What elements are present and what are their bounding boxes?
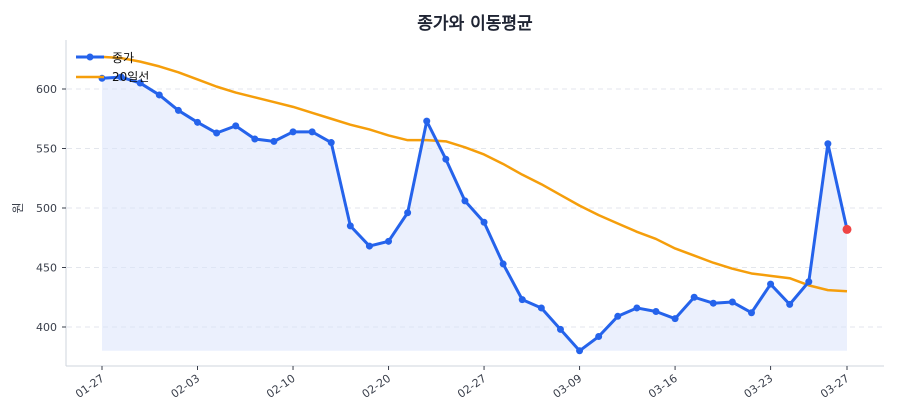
data-point-marker (251, 135, 259, 143)
ma20-line (101, 55, 848, 293)
data-point-marker (213, 129, 221, 137)
data-point-marker (404, 209, 412, 217)
series (98, 55, 852, 355)
data-point-marker (805, 278, 813, 286)
data-point-marker (327, 139, 335, 147)
data-point-marker (289, 128, 297, 136)
legend-label-ma20: 20일선 (112, 70, 149, 84)
x-tick-label: 03-27 (818, 372, 852, 401)
x-tick-label: 01-27 (73, 372, 107, 401)
data-point-marker (155, 91, 163, 99)
legend-item-ma20: 20일선 (76, 70, 149, 84)
y-tick-label: 500 (36, 202, 57, 215)
data-point-marker (595, 333, 603, 341)
y-tick-label: 450 (36, 262, 57, 275)
y-tick-label: 550 (36, 143, 57, 156)
last-point-marker (842, 224, 852, 234)
data-point-marker (385, 237, 393, 245)
x-tick-label: 02-20 (360, 372, 394, 401)
close-area-fill (102, 77, 847, 351)
legend-label-close: 종가 (112, 51, 134, 65)
data-point-marker (308, 128, 316, 136)
data-point-marker (117, 73, 125, 81)
data-point-marker (709, 299, 717, 307)
data-point-marker (652, 308, 660, 316)
y-tick-label: 400 (36, 321, 57, 334)
data-point-marker (442, 155, 450, 163)
data-point-marker (346, 222, 354, 230)
axes (65, 40, 884, 367)
data-point-marker (633, 304, 641, 312)
y-tick-label: 600 (36, 83, 57, 96)
data-point-marker (576, 347, 584, 355)
y-ticks: 400 450 500 550 600 (36, 83, 66, 334)
data-point-marker (499, 260, 507, 268)
data-point-marker (174, 106, 182, 114)
x-ticks: 01-27 02-03 02-10 02-20 02-27 03-09 03-16 03-23… (73, 366, 852, 401)
y-axis-label: 원 (11, 202, 25, 213)
data-point-marker (614, 312, 622, 320)
data-point-marker (518, 296, 526, 304)
data-point-marker (671, 315, 679, 323)
data-point-marker (194, 118, 202, 126)
data-point-marker (728, 298, 736, 306)
data-point-marker (824, 140, 832, 148)
data-point-marker (556, 325, 564, 333)
chart-title: 종가와 이동평균 (417, 14, 533, 34)
legend-marker-icon (86, 53, 94, 61)
data-point-marker (461, 197, 469, 205)
data-point-marker (136, 79, 144, 87)
data-point-marker (767, 280, 775, 288)
data-point-marker (232, 122, 240, 130)
x-tick-label: 03-16 (646, 372, 680, 401)
data-point-marker (537, 304, 545, 312)
data-point-marker (365, 242, 373, 250)
x-tick-label: 03-09 (551, 372, 585, 401)
legend: 종가 20일선 (76, 51, 149, 84)
x-tick-label: 03-23 (742, 372, 776, 401)
legend-item-close: 종가 (76, 51, 134, 65)
data-point-marker (786, 300, 794, 308)
data-point-marker (480, 218, 488, 226)
x-tick-label: 02-27 (455, 372, 489, 401)
data-point-marker (747, 309, 755, 317)
data-point-marker (690, 293, 698, 301)
area-fill (102, 77, 847, 351)
x-tick-label: 02-03 (169, 372, 203, 401)
x-tick-label: 02-10 (264, 372, 298, 401)
data-point-marker (270, 137, 278, 145)
data-point-marker (423, 117, 431, 125)
close-line (101, 75, 849, 353)
